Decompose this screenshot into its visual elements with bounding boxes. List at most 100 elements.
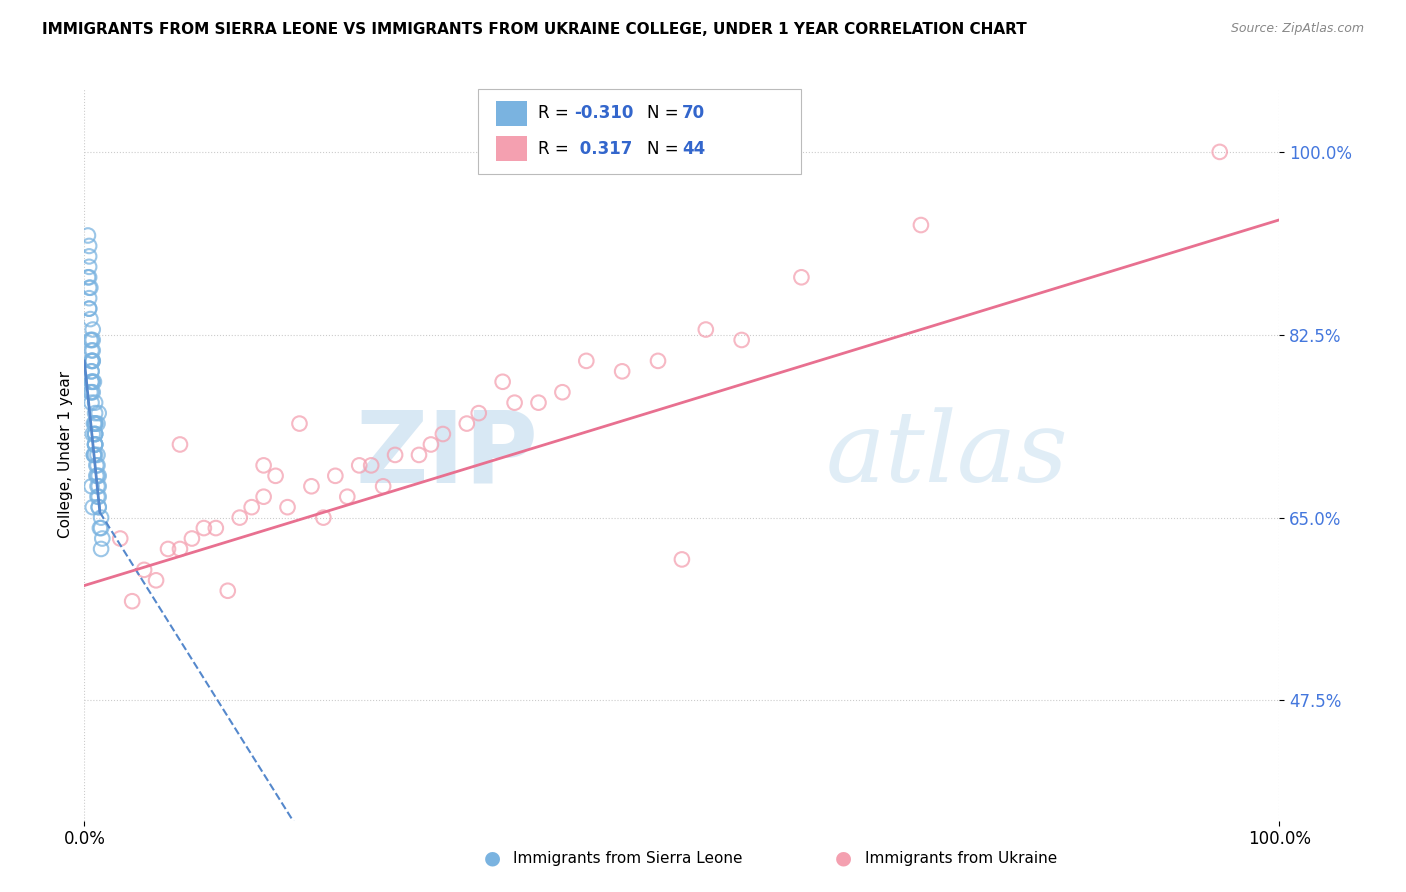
Point [84,395,107,409]
Point [492,375,515,389]
Point [132,563,156,577]
Point [695,322,717,336]
Point [79,333,101,347]
Point [77,270,100,285]
Point [77,239,100,253]
Point [121,594,143,608]
Point [468,406,491,420]
Text: ●: ● [835,848,852,868]
Point [87,479,110,493]
Point [80,343,103,358]
Point [527,395,550,409]
Point [87,490,110,504]
Point [731,333,754,347]
Point [336,490,359,504]
Point [82,322,104,336]
Point [83,375,105,389]
Point [83,448,105,462]
Point [87,500,110,515]
Point [77,291,100,305]
Point [408,448,430,462]
Point [240,500,263,515]
Point [301,479,323,493]
Point [384,448,406,462]
Point [790,270,813,285]
Point [82,375,104,389]
Text: ZIP: ZIP [356,407,538,503]
Point [253,490,276,504]
Text: 0.317: 0.317 [574,140,633,158]
Point [77,301,100,316]
Point [288,417,311,431]
Point [77,281,100,295]
Point [86,468,108,483]
Point [420,437,443,451]
Point [86,468,108,483]
Point [169,437,191,451]
Point [145,574,167,588]
Point [87,500,110,515]
Point [84,427,107,442]
Point [110,532,132,546]
Point [80,375,103,389]
Point [86,490,108,504]
Point [80,354,103,368]
Point [253,458,276,473]
Text: 70: 70 [682,104,704,122]
Point [612,364,634,378]
Point [193,521,215,535]
Text: R =: R = [538,140,579,158]
Point [84,406,107,420]
Point [84,448,107,462]
Point [80,375,103,389]
Point [551,385,574,400]
Point [647,354,669,368]
Text: ●: ● [484,848,501,868]
Point [80,364,103,378]
Point [360,458,382,473]
Y-axis label: College, Under 1 year: College, Under 1 year [58,371,73,539]
Point [77,249,100,263]
Point [84,437,107,451]
Text: -0.310: -0.310 [574,104,633,122]
Point [84,417,107,431]
Point [84,437,107,451]
Point [432,427,454,442]
Point [77,301,100,316]
Point [84,427,107,442]
Point [671,552,693,566]
Point [90,521,112,535]
Point [84,417,107,431]
Point [79,385,101,400]
Point [84,417,107,431]
Point [90,541,112,556]
Point [82,354,104,368]
Point [87,468,110,483]
Point [80,479,103,493]
Text: atlas: atlas [825,408,1069,502]
Text: Immigrants from Sierra Leone: Immigrants from Sierra Leone [513,851,742,865]
Point [217,583,239,598]
Point [80,395,103,409]
Point [312,510,335,524]
Point [83,448,105,462]
Point [264,468,287,483]
Text: Source: ZipAtlas.com: Source: ZipAtlas.com [1230,22,1364,36]
Point [84,437,107,451]
Point [373,479,395,493]
Point [80,364,103,378]
Point [86,448,108,462]
Point [80,333,103,347]
Point [82,385,104,400]
Point [80,385,103,400]
Text: 44: 44 [682,140,706,158]
Point [205,521,228,535]
Point [86,479,108,493]
Point [82,500,104,515]
Point [77,260,100,274]
Point [84,437,107,451]
Text: Immigrants from Ukraine: Immigrants from Ukraine [865,851,1057,865]
Point [456,417,478,431]
Point [910,218,932,232]
Text: IMMIGRANTS FROM SIERRA LEONE VS IMMIGRANTS FROM UKRAINE COLLEGE, UNDER 1 YEAR CO: IMMIGRANTS FROM SIERRA LEONE VS IMMIGRAN… [42,22,1026,37]
